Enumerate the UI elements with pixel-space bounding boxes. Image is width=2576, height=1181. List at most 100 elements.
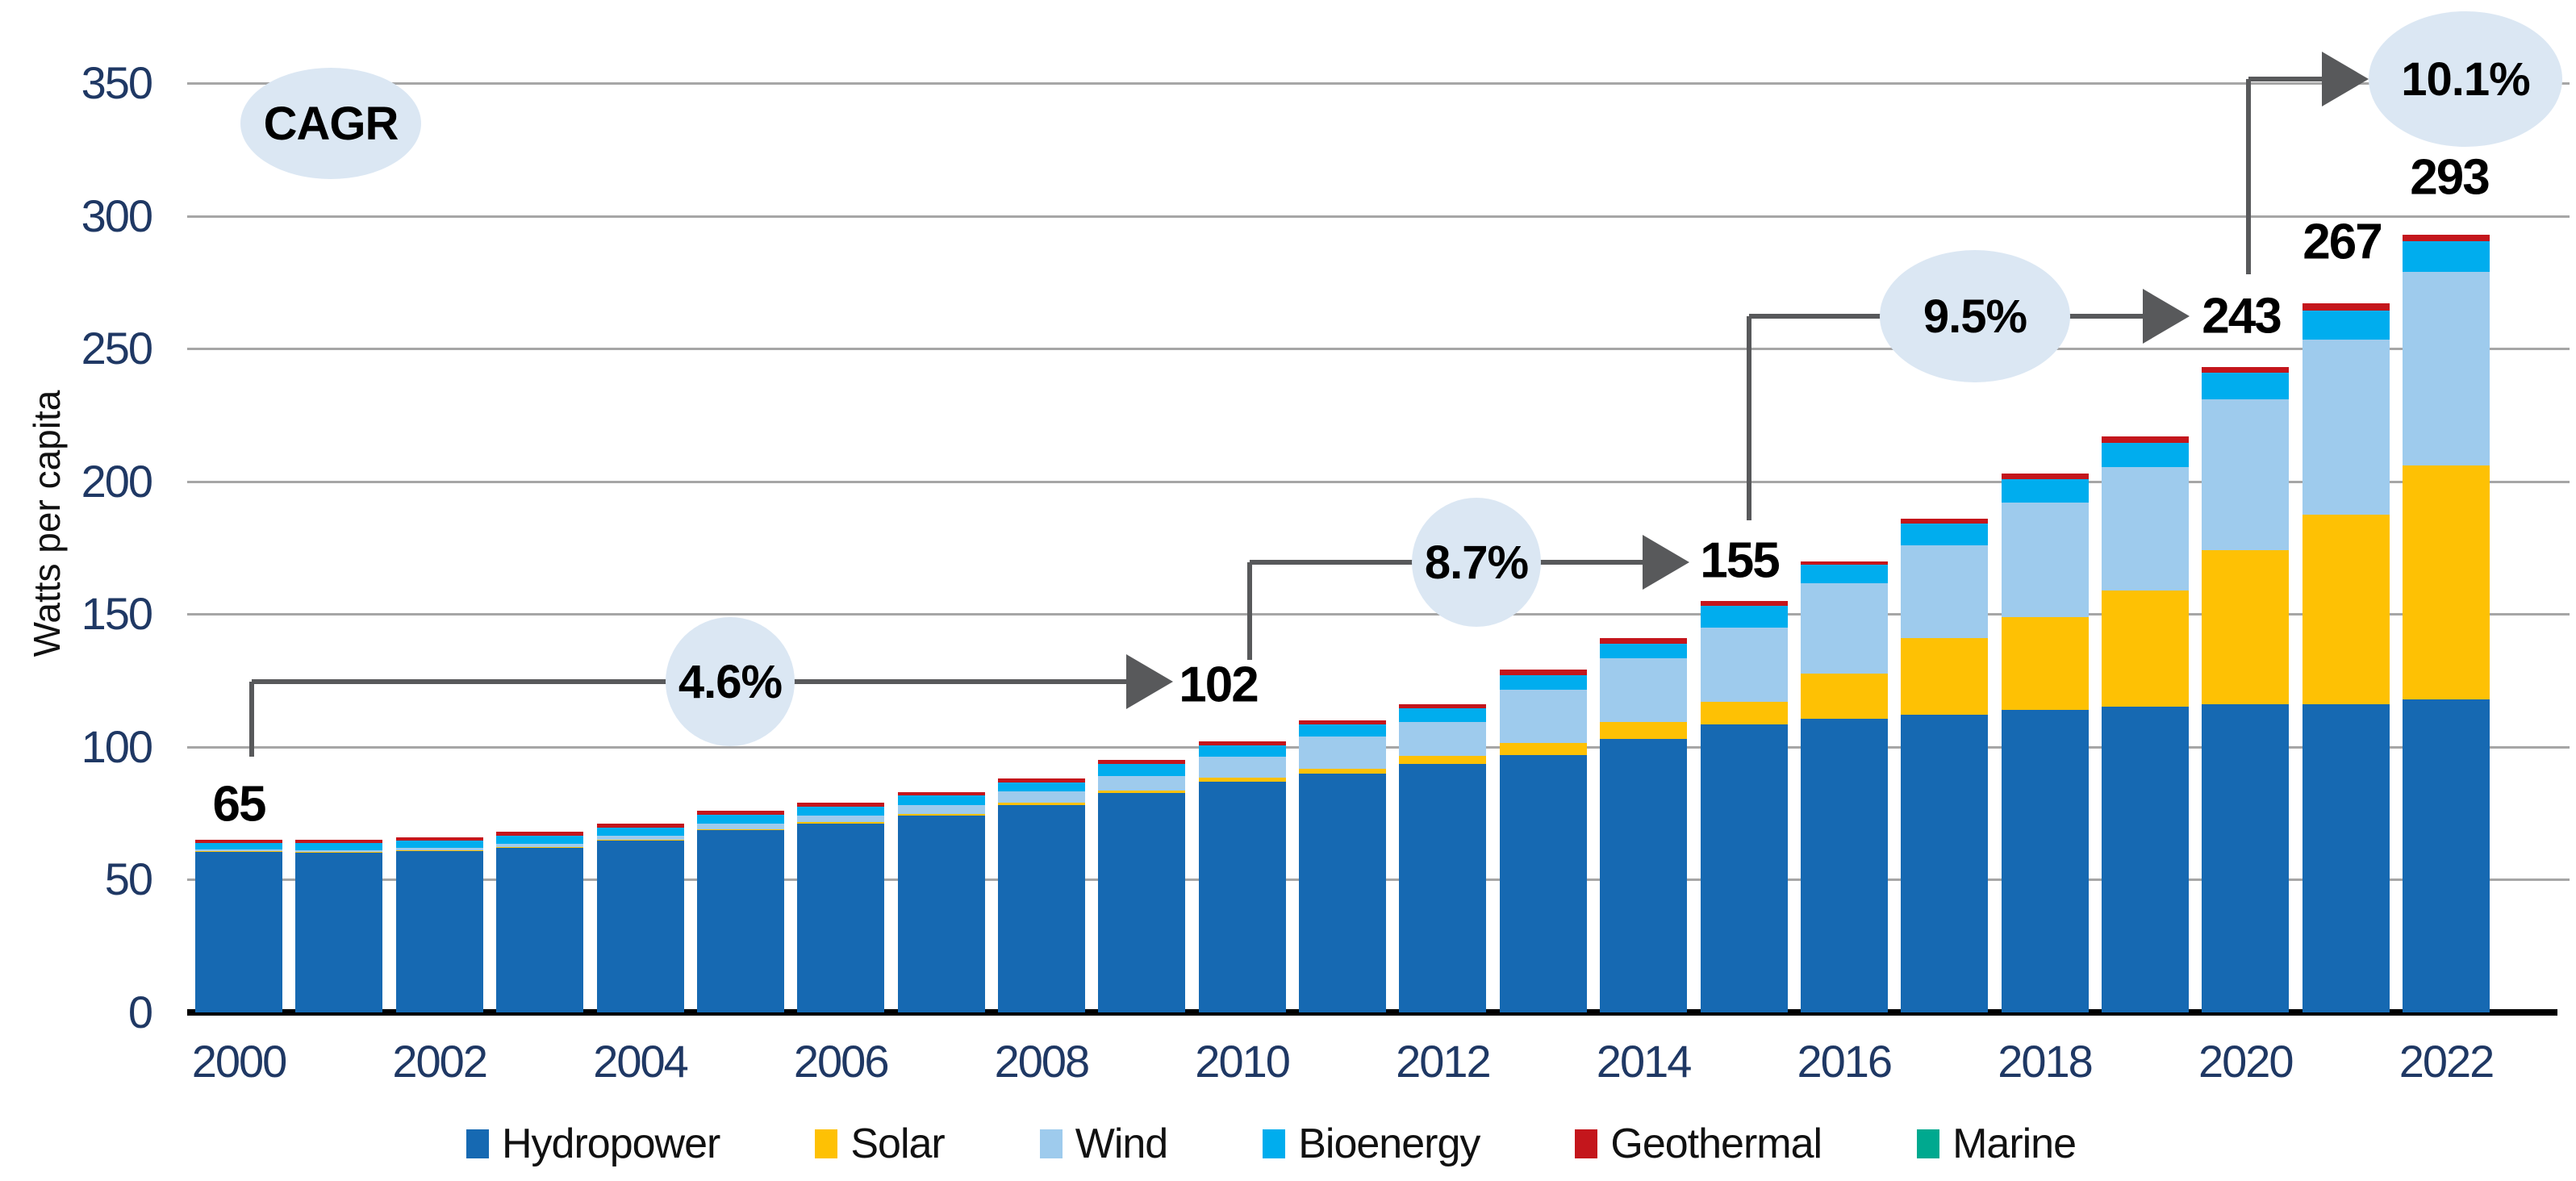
segment-bioenergy-2009 bbox=[1098, 764, 1186, 776]
segment-wind-2010 bbox=[1198, 757, 1286, 778]
segment-geothermal-2020 bbox=[2202, 367, 2290, 373]
x-tick-label-2016: 2016 bbox=[1797, 1036, 1893, 1087]
bar-2007 bbox=[897, 791, 985, 1012]
x-tick-label-2018: 2018 bbox=[1998, 1036, 2094, 1087]
bar-2020 bbox=[2202, 367, 2290, 1012]
cagr-8.7pct-bubble: 8.7% bbox=[1412, 498, 1541, 627]
segment-solar-2001 bbox=[295, 852, 383, 853]
bar-2018 bbox=[2001, 473, 2089, 1012]
x-axis-line bbox=[187, 1009, 2557, 1016]
segment-hydropower-2004 bbox=[596, 841, 684, 1012]
bar-2006 bbox=[797, 803, 885, 1012]
segment-wind-2002 bbox=[395, 847, 483, 850]
gridline-250 bbox=[187, 348, 2570, 351]
value-label-2000: 65 bbox=[212, 776, 267, 833]
bar-2016 bbox=[1800, 561, 1888, 1012]
segment-hydropower-2019 bbox=[2101, 707, 2189, 1012]
segment-wind-2015 bbox=[1700, 627, 1788, 702]
segment-solar-2013 bbox=[1499, 742, 1587, 755]
value-label-2010: 102 bbox=[1179, 657, 1259, 713]
cagr-4.6pct-arrowhead-icon bbox=[1126, 654, 1173, 709]
segment-wind-2000 bbox=[195, 849, 282, 852]
segment-hydropower-2021 bbox=[2302, 704, 2390, 1012]
segment-wind-2011 bbox=[1299, 737, 1386, 769]
bar-2017 bbox=[1901, 518, 1989, 1012]
segment-geothermal-2018 bbox=[2001, 473, 2089, 479]
segment-geothermal-2005 bbox=[696, 810, 784, 815]
cagr-10.1pct-bubble: 10.1% bbox=[2369, 11, 2562, 147]
y-tick-label-350: 350 bbox=[81, 57, 153, 108]
segment-solar-2017 bbox=[1901, 637, 1989, 716]
y-tick-label-100: 100 bbox=[81, 720, 153, 772]
x-tick-label-2000: 2000 bbox=[191, 1036, 288, 1087]
legend-swatch-wind-icon bbox=[1039, 1129, 1063, 1158]
segment-hydropower-2001 bbox=[295, 852, 383, 1012]
x-tick-label-2004: 2004 bbox=[593, 1036, 689, 1087]
bar-2001 bbox=[295, 840, 383, 1012]
segment-wind-2001 bbox=[295, 849, 383, 853]
segment-wind-2004 bbox=[596, 835, 684, 841]
segment-wind-2006 bbox=[797, 815, 885, 823]
legend-label-marine: Marine bbox=[1952, 1120, 2077, 1167]
value-label-2022: 293 bbox=[2410, 149, 2490, 206]
segment-solar-2000 bbox=[195, 851, 282, 852]
bar-2012 bbox=[1399, 704, 1487, 1012]
segment-geothermal-2006 bbox=[797, 803, 885, 807]
segment-bioenergy-2012 bbox=[1399, 708, 1487, 722]
legend-swatch-geothermal-icon bbox=[1575, 1129, 1598, 1158]
segment-bioenergy-2008 bbox=[997, 782, 1085, 792]
segment-geothermal-2008 bbox=[997, 778, 1085, 783]
segment-geothermal-2004 bbox=[596, 824, 684, 828]
segment-hydropower-2002 bbox=[395, 850, 483, 1012]
bar-2003 bbox=[496, 832, 584, 1012]
segment-geothermal-2000 bbox=[195, 840, 282, 844]
segment-geothermal-2001 bbox=[295, 840, 383, 844]
bar-2021 bbox=[2302, 303, 2390, 1012]
y-tick-label-0: 0 bbox=[127, 987, 153, 1037]
cagr-8.7pct-elbow-line bbox=[1247, 562, 1252, 660]
segment-solar-2022 bbox=[2403, 465, 2490, 699]
segment-hydropower-2013 bbox=[1499, 754, 1587, 1012]
segment-geothermal-2019 bbox=[2101, 436, 2189, 443]
segment-solar-2003 bbox=[496, 846, 584, 848]
segment-solar-2006 bbox=[797, 822, 885, 824]
gridline-300 bbox=[187, 215, 2570, 218]
x-tick-label-2014: 2014 bbox=[1596, 1036, 1693, 1087]
legend-swatch-hydropower-icon bbox=[466, 1129, 489, 1158]
segment-geothermal-2012 bbox=[1399, 704, 1487, 709]
segment-bioenergy-2006 bbox=[797, 806, 885, 816]
cagr-badge: CAGR bbox=[240, 68, 421, 179]
segment-hydropower-2010 bbox=[1198, 781, 1286, 1012]
bar-2009 bbox=[1098, 760, 1186, 1012]
segment-hydropower-2006 bbox=[797, 824, 885, 1012]
segment-geothermal-2003 bbox=[496, 832, 584, 836]
segment-hydropower-2022 bbox=[2403, 699, 2490, 1012]
legend-item-solar: Solar bbox=[815, 1120, 946, 1168]
legend-swatch-solar-icon bbox=[815, 1129, 838, 1158]
legend-item-marine: Marine bbox=[1917, 1120, 2077, 1168]
segment-wind-2016 bbox=[1800, 583, 1888, 674]
segment-bioenergy-2013 bbox=[1499, 675, 1587, 691]
bar-2014 bbox=[1600, 637, 1688, 1012]
legend-item-wind: Wind bbox=[1039, 1120, 1168, 1168]
x-tick-label-2022: 2022 bbox=[2399, 1036, 2495, 1087]
segment-wind-2007 bbox=[897, 804, 985, 814]
legend-swatch-bioenergy-icon bbox=[1263, 1129, 1286, 1158]
segment-solar-2008 bbox=[997, 803, 1085, 806]
segment-hydropower-2008 bbox=[997, 805, 1085, 1012]
segment-hydropower-2007 bbox=[897, 816, 985, 1012]
segment-hydropower-2011 bbox=[1299, 773, 1386, 1012]
legend-label-bioenergy: Bioenergy bbox=[1298, 1120, 1480, 1167]
bar-2011 bbox=[1299, 720, 1386, 1012]
legend: Hydropower Solar Wind Bioenergy Geothermal Ma… bbox=[466, 1120, 2077, 1168]
y-tick-label-250: 250 bbox=[81, 323, 153, 374]
bar-2004 bbox=[596, 824, 684, 1012]
legend-item-hydropower: Hydropower bbox=[466, 1120, 720, 1168]
segment-solar-2019 bbox=[2101, 590, 2189, 707]
segment-bioenergy-2000 bbox=[195, 843, 282, 850]
segment-wind-2021 bbox=[2302, 339, 2390, 515]
segment-solar-2018 bbox=[2001, 616, 2089, 710]
segment-bioenergy-2022 bbox=[2403, 240, 2490, 272]
segment-wind-2014 bbox=[1600, 657, 1688, 722]
